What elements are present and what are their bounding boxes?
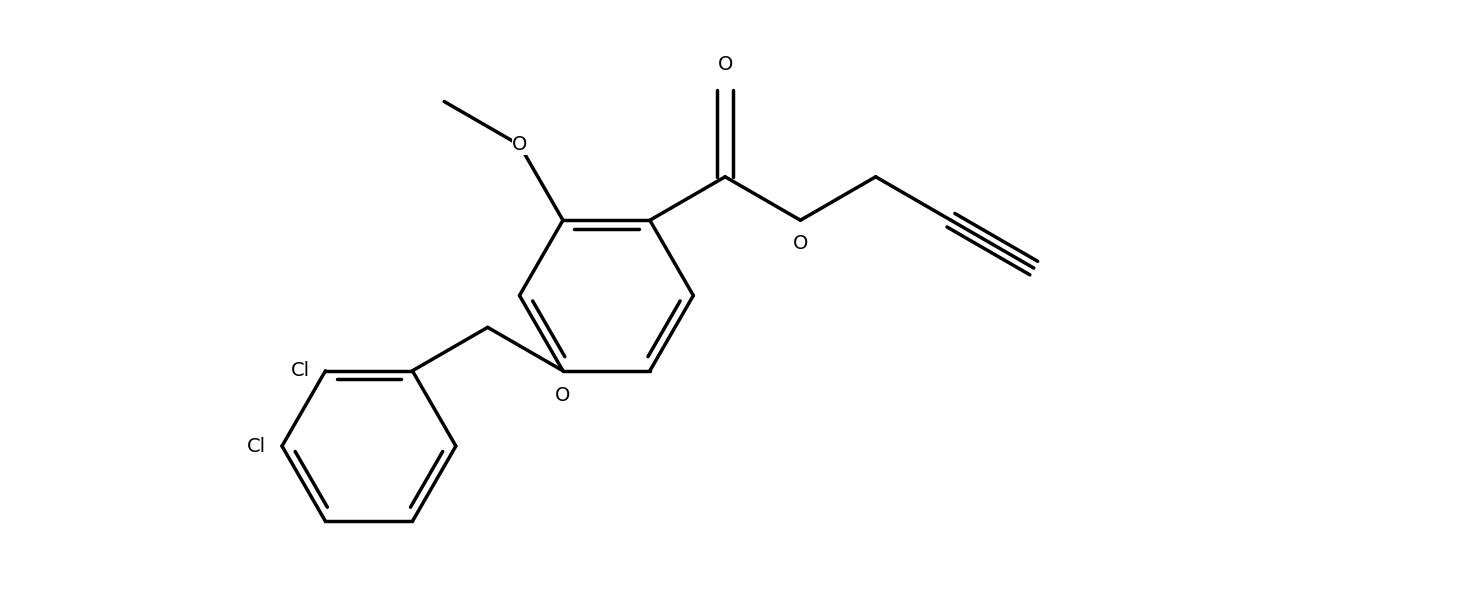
Text: Cl: Cl [291,361,310,380]
Text: O: O [512,136,527,155]
Text: O: O [718,55,733,74]
Text: O: O [793,234,807,253]
Text: Cl: Cl [247,437,266,456]
Text: O: O [555,386,571,405]
